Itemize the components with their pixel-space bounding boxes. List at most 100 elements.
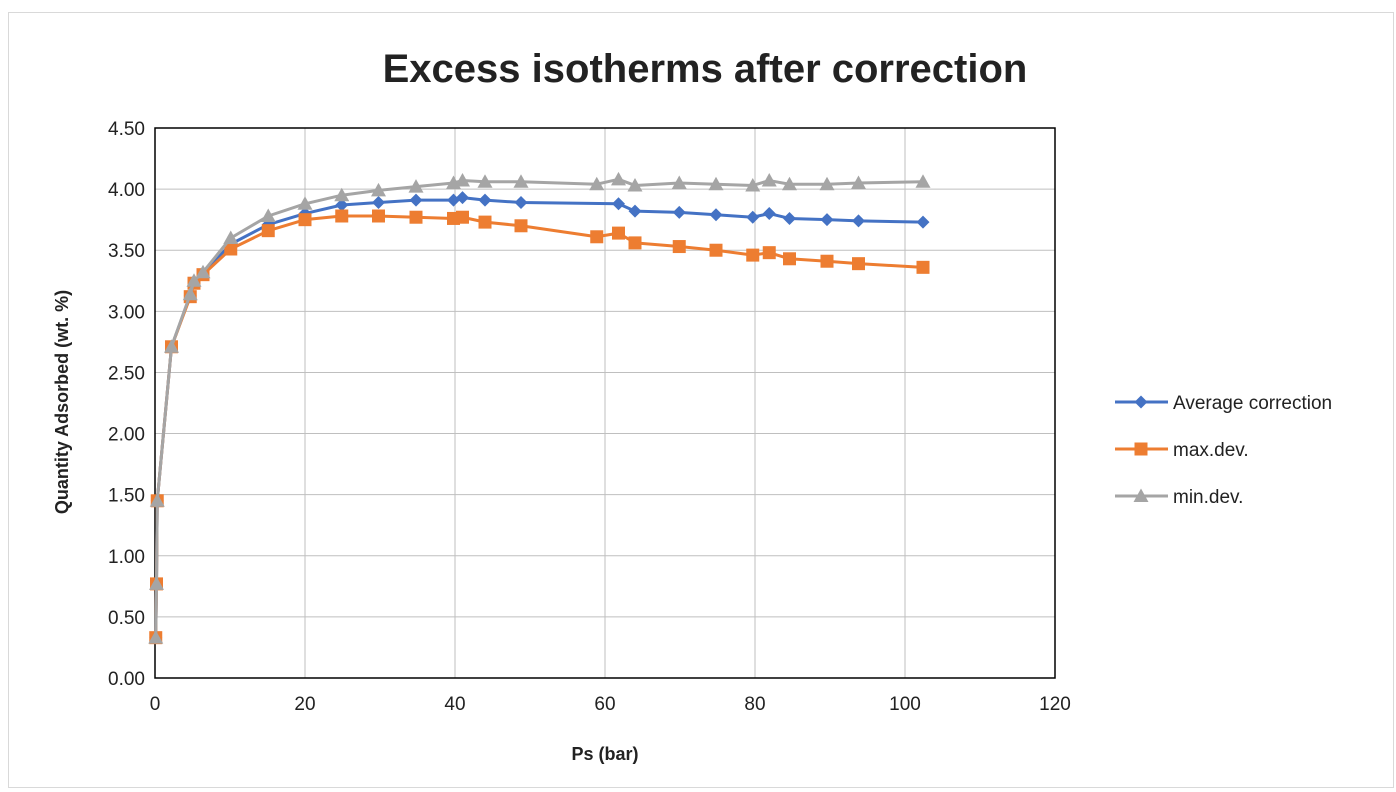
data-point — [783, 211, 796, 225]
data-point — [455, 173, 470, 187]
data-point — [478, 193, 492, 207]
data-point — [149, 576, 164, 590]
data-point — [612, 226, 625, 240]
x-tick-label: 20 — [294, 694, 315, 715]
y-tick-label: 2.00 — [108, 425, 145, 446]
legend-label: min.dev. — [1173, 487, 1243, 508]
y-tick-label: 1.50 — [108, 486, 145, 507]
data-point — [334, 187, 350, 202]
data-point — [820, 254, 834, 268]
series-line — [154, 196, 924, 638]
data-point — [182, 286, 198, 301]
data-point — [820, 213, 834, 227]
data-point — [628, 236, 642, 250]
data-point — [447, 193, 460, 207]
chart-frame — [8, 12, 1394, 788]
y-tick-label: 0.00 — [108, 669, 145, 690]
data-point — [335, 198, 349, 212]
data-point — [762, 246, 776, 260]
data-point — [819, 176, 835, 191]
data-point — [298, 213, 312, 227]
data-point — [372, 196, 385, 210]
data-point — [915, 174, 931, 188]
data-point — [148, 630, 164, 644]
data-point — [852, 214, 865, 228]
data-point — [709, 243, 723, 257]
legend-entry: Average correction — [1115, 393, 1332, 414]
x-tick-label: 100 — [889, 694, 921, 715]
x-axis-ticks: 0 20 40 60 80 100 120 — [150, 694, 1071, 715]
series-square — [149, 209, 930, 645]
legend-label: Average correction — [1173, 393, 1332, 414]
data-point — [372, 209, 385, 223]
data-point — [297, 196, 313, 210]
legend-marker — [1134, 442, 1148, 456]
data-point — [514, 196, 528, 210]
data-point — [223, 230, 239, 244]
data-point — [477, 174, 493, 188]
data-point — [672, 240, 686, 254]
data-point — [164, 339, 179, 353]
data-point — [672, 205, 686, 219]
data-point — [260, 208, 276, 222]
data-point — [371, 182, 386, 197]
data-point — [761, 173, 777, 187]
data-point — [745, 177, 761, 192]
data-point — [671, 175, 687, 189]
series-line — [154, 177, 924, 638]
data-point — [627, 177, 643, 192]
x-tick-label: 0 — [150, 694, 161, 715]
data-point — [589, 176, 605, 191]
legend-marker — [1134, 395, 1148, 409]
series-triangle — [148, 171, 931, 644]
data-point — [409, 193, 423, 207]
data-point — [456, 210, 469, 224]
legend-entry: max.dev. — [1115, 440, 1249, 461]
data-point — [709, 208, 723, 222]
y-tick-label: 3.50 — [108, 241, 145, 262]
data-point — [456, 191, 469, 205]
series-line — [154, 214, 924, 638]
x-tick-label: 120 — [1039, 694, 1071, 715]
data-point — [782, 176, 797, 191]
data-point — [611, 171, 626, 186]
y-tick-label: 2.50 — [108, 363, 145, 384]
data-point — [916, 215, 930, 229]
x-tick-label: 80 — [744, 694, 765, 715]
data-point — [590, 230, 604, 244]
data-point — [628, 204, 642, 218]
data-point — [478, 215, 492, 229]
x-axis-title: Ps (bar) — [571, 744, 638, 764]
data-point — [514, 219, 528, 233]
gridlines — [154, 127, 1056, 679]
y-axis-ticks: 0.00 0.50 1.00 1.50 2.00 2.50 3.00 3.50 4.00 4.50 — [108, 119, 145, 690]
legend-entry: min.dev. — [1115, 487, 1243, 508]
data-point — [195, 264, 211, 279]
x-tick-label: 40 — [444, 694, 465, 715]
y-tick-label: 3.00 — [108, 302, 145, 323]
y-tick-label: 4.00 — [108, 180, 145, 201]
data-point — [408, 179, 424, 193]
data-point — [335, 209, 349, 223]
data-point — [186, 273, 202, 287]
data-point — [612, 197, 625, 211]
series-layer — [148, 171, 931, 645]
data-point — [916, 260, 930, 274]
data-point — [762, 207, 776, 221]
data-point — [852, 257, 865, 271]
y-tick-label: 0.50 — [108, 608, 145, 629]
data-point — [224, 242, 238, 256]
data-point — [851, 175, 866, 189]
legend-marker — [1133, 488, 1149, 502]
data-point — [746, 248, 760, 262]
data-point — [409, 210, 423, 224]
data-point — [149, 493, 165, 507]
data-point — [746, 210, 760, 224]
data-point — [783, 252, 796, 266]
data-point — [708, 176, 724, 191]
legend: Average correction max.dev. min.dev. — [1115, 393, 1332, 508]
data-point — [261, 224, 275, 238]
data-point — [513, 174, 529, 188]
x-tick-label: 60 — [594, 694, 615, 715]
